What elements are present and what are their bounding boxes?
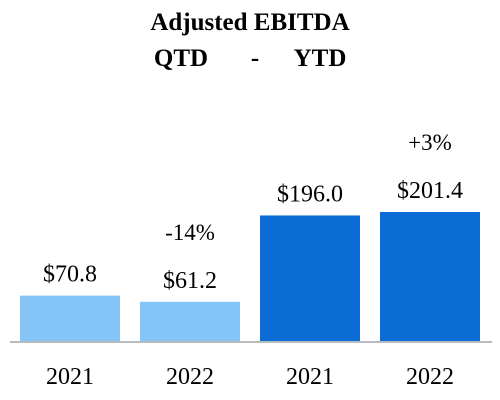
- bar-1: [20, 295, 120, 341]
- x-tick-label-3: 2021: [286, 364, 334, 390]
- value-label-1: $70.8: [43, 262, 97, 288]
- subtitle-ytd: YTD: [294, 45, 347, 72]
- change-label-2: +3%: [408, 130, 452, 155]
- bar-2: [140, 301, 240, 341]
- x-tick-label-1: 2021: [46, 364, 94, 390]
- value-label-2: $61.2: [163, 268, 217, 294]
- bar-3: [260, 215, 360, 341]
- subtitle-separator: -: [251, 45, 259, 72]
- value-label-3: $196.0: [277, 181, 343, 207]
- x-tick-label-4: 2022: [406, 364, 454, 390]
- value-label-4: $201.4: [397, 178, 463, 204]
- bar-4: [380, 212, 480, 341]
- change-label-1: -14%: [165, 220, 215, 245]
- bars-layer: $70.8 2021 $61.2 2022 $196.0 2021 $201.4 2022 -1…: [20, 130, 480, 390]
- chart-title: Adjusted EBITDA: [150, 9, 349, 36]
- x-tick-label-2: 2022: [166, 364, 214, 390]
- subtitle-qtd: QTD: [154, 45, 208, 72]
